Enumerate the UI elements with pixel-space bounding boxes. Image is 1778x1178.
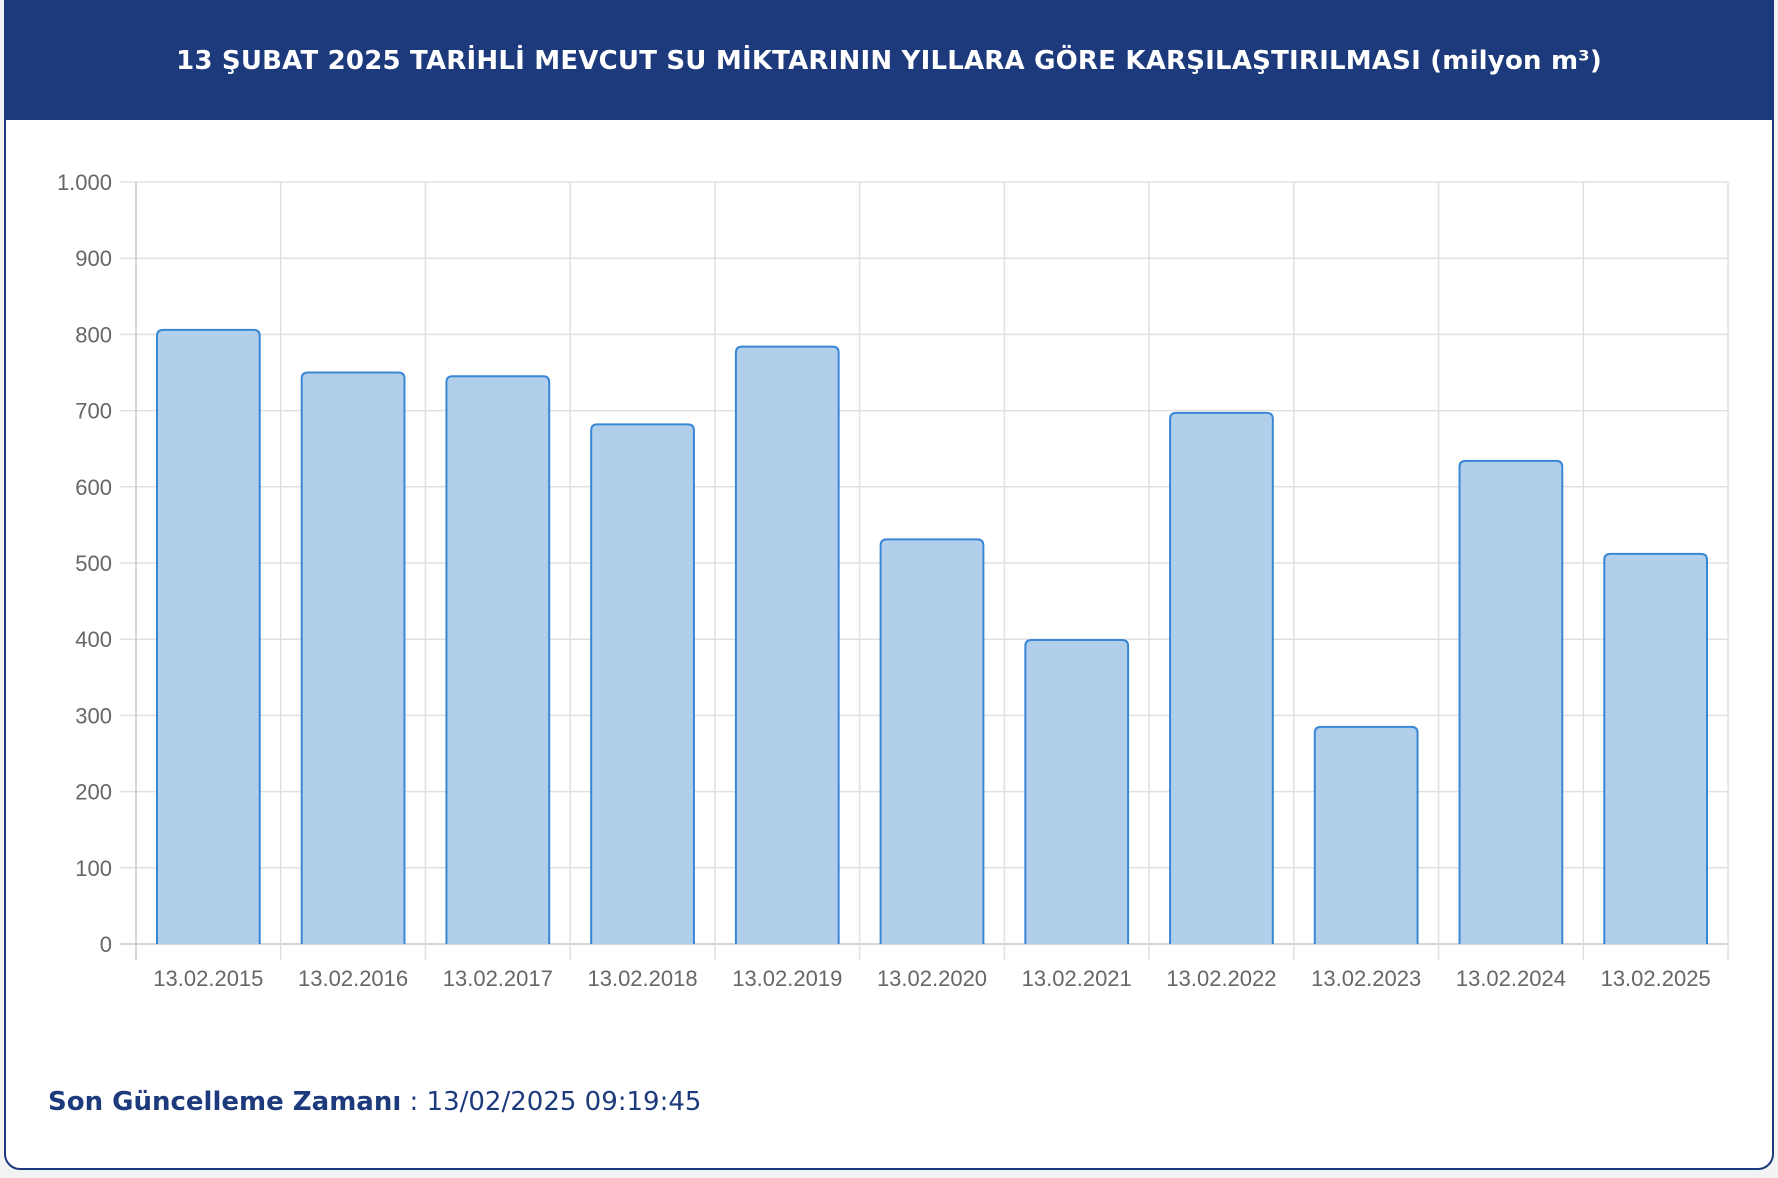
chart-card: 13 ŞUBAT 2025 TARİHLİ MEVCUT SU MİKTARIN… bbox=[4, 0, 1774, 1170]
bar bbox=[734, 345, 840, 944]
bar bbox=[1458, 459, 1564, 944]
bar bbox=[590, 423, 695, 944]
x-tick-label: 13.02.2017 bbox=[443, 966, 553, 991]
x-tick-label: 13.02.2025 bbox=[1601, 966, 1711, 991]
bar bbox=[1024, 638, 1130, 944]
chart-title: 13 ŞUBAT 2025 TARİHLİ MEVCUT SU MİKTARIN… bbox=[176, 46, 1602, 76]
bar bbox=[879, 538, 985, 944]
bar bbox=[300, 371, 406, 944]
y-tick-label: 1.000 bbox=[57, 170, 112, 195]
bar bbox=[155, 328, 261, 944]
x-tick-label: 13.02.2018 bbox=[587, 966, 697, 991]
x-tick-label: 13.02.2024 bbox=[1456, 966, 1566, 991]
bar-chart: 0 100 200 300 400 500 600 700 800 900 1.000 13.02.2… bbox=[57, 170, 1729, 991]
x-tick-label: 13.02.2016 bbox=[298, 966, 408, 991]
bar bbox=[1603, 552, 1709, 944]
y-tick-label: 400 bbox=[75, 627, 112, 652]
y-tick-label: 0 bbox=[100, 932, 112, 957]
x-tick-label: 13.02.2015 bbox=[153, 966, 263, 991]
y-tick-label: 500 bbox=[75, 551, 112, 576]
y-tick-label: 900 bbox=[75, 246, 112, 271]
y-tick-label: 100 bbox=[75, 856, 112, 881]
x-tick-label: 13.02.2020 bbox=[877, 966, 987, 991]
y-tick-label: 700 bbox=[75, 399, 112, 424]
x-tick-label: 13.02.2021 bbox=[1022, 966, 1132, 991]
x-tick-label: 13.02.2023 bbox=[1311, 966, 1421, 991]
y-tick-label: 600 bbox=[75, 475, 112, 500]
last-update-value: 13/02/2025 09:19:45 bbox=[426, 1087, 702, 1117]
last-update-label: Son Güncelleme Zamanı bbox=[48, 1087, 402, 1117]
y-tick-label: 800 bbox=[75, 322, 112, 347]
x-tick-label: 13.02.2022 bbox=[1166, 966, 1276, 991]
chart-header: 13 ŞUBAT 2025 TARİHLİ MEVCUT SU MİKTARIN… bbox=[6, 2, 1772, 120]
x-tick-label: 13.02.2019 bbox=[732, 966, 842, 991]
bar bbox=[1169, 411, 1274, 944]
last-update: Son Güncelleme Zamanı : 13/02/2025 09:19… bbox=[48, 1087, 701, 1117]
bar bbox=[445, 375, 551, 944]
y-tick-label: 200 bbox=[75, 780, 112, 805]
y-tick-label: 300 bbox=[75, 703, 112, 728]
bar bbox=[1313, 725, 1419, 944]
last-update-separator: : bbox=[401, 1087, 427, 1117]
